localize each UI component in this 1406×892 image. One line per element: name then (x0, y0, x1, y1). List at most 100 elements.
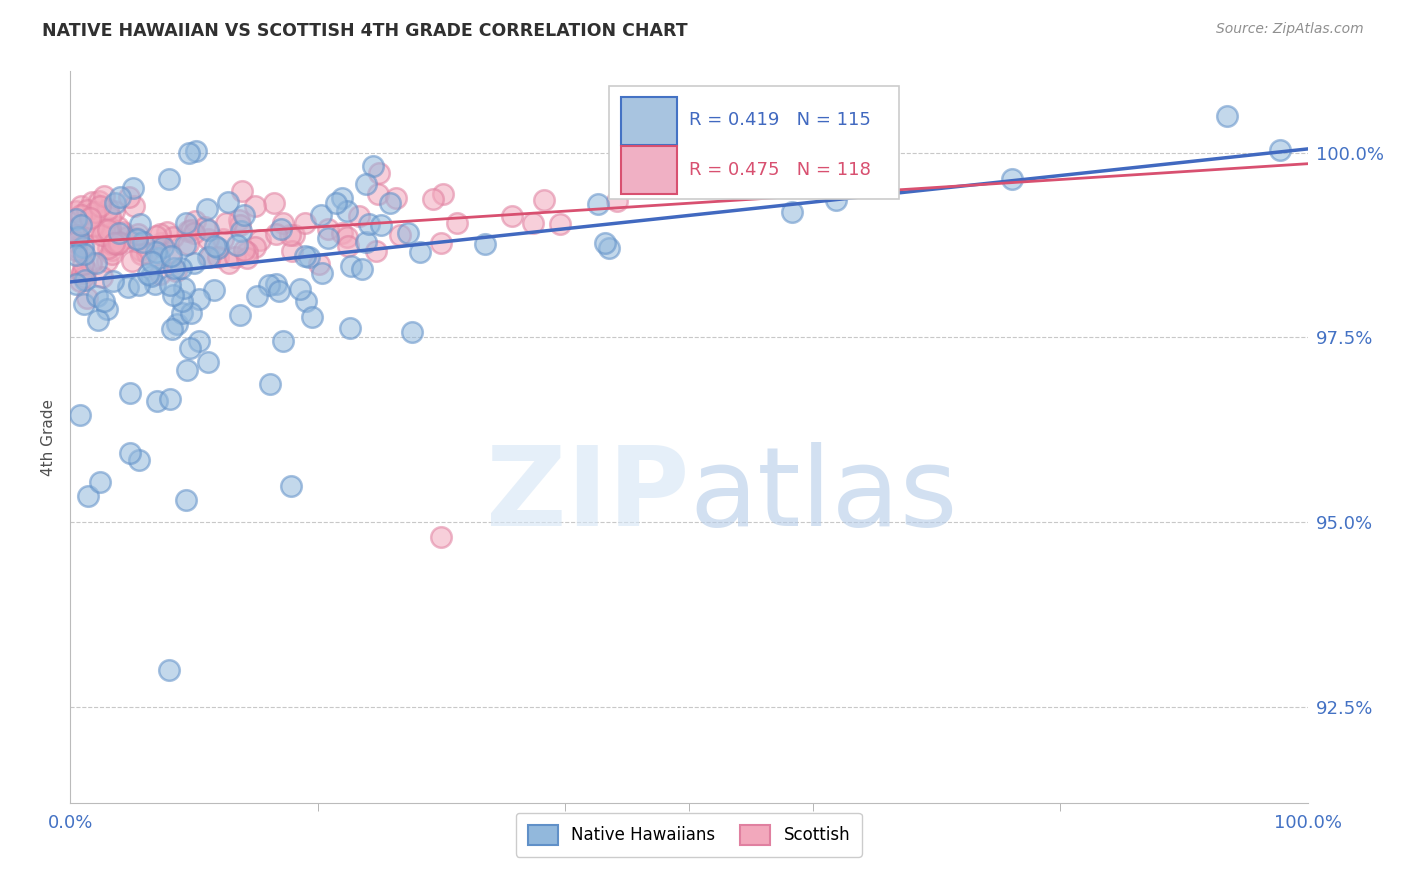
Point (177, 146, 200, 161)
Point (233, 208, 256, 222)
Point (80, 238, 103, 252)
Point (69, 274, 91, 288)
Point (129, 218, 152, 232)
Point (103, 235, 125, 250)
Point (72, 246, 94, 260)
Point (103, 236, 125, 251)
Point (65, 235, 87, 250)
FancyBboxPatch shape (621, 146, 676, 194)
Point (165, 264, 187, 278)
Point (257, 277, 280, 292)
Point (128, 243, 150, 257)
Point (430, 235, 453, 250)
Point (65, 248, 87, 262)
Point (96, 253, 118, 268)
Legend: Native Hawaiians, Scottish: Native Hawaiians, Scottish (516, 813, 862, 856)
Point (198, 250, 221, 264)
Point (159, 277, 181, 292)
Point (207, 251, 229, 265)
Point (259, 376, 281, 391)
Point (311, 266, 333, 280)
Point (98, 210, 121, 224)
Point (100, 226, 122, 240)
Point (180, 306, 202, 320)
Point (336, 229, 359, 244)
Point (183, 226, 205, 240)
Point (160, 322, 183, 336)
Point (83, 222, 105, 236)
Point (160, 249, 183, 263)
Point (367, 165, 389, 179)
Point (211, 232, 233, 246)
Point (780, 204, 803, 219)
Point (243, 199, 266, 213)
Point (122, 199, 145, 213)
Point (474, 236, 496, 251)
Point (245, 240, 267, 254)
Point (301, 310, 323, 324)
Point (396, 226, 419, 240)
Point (72, 239, 94, 253)
Point (89, 199, 111, 213)
Point (172, 294, 194, 309)
Point (127, 227, 149, 242)
Point (101, 244, 124, 258)
Point (70, 266, 93, 280)
Point (197, 223, 219, 237)
Point (76, 202, 98, 217)
Point (128, 453, 150, 467)
Point (70, 219, 93, 233)
Point (69, 208, 91, 222)
Point (228, 218, 250, 232)
Point (83, 208, 105, 222)
Point (533, 193, 555, 207)
Point (96, 301, 118, 316)
Point (108, 226, 131, 240)
Point (187, 292, 209, 306)
Point (217, 195, 239, 210)
Point (197, 355, 219, 369)
Text: ZIP: ZIP (485, 442, 689, 549)
Point (70, 266, 93, 280)
Point (97, 202, 120, 216)
Point (65, 211, 87, 226)
Point (111, 225, 134, 239)
Point (501, 210, 523, 224)
Text: Source: ZipAtlas.com: Source: ZipAtlas.com (1216, 22, 1364, 37)
Point (278, 228, 301, 243)
Point (446, 216, 468, 230)
Point (350, 261, 373, 276)
Point (236, 245, 259, 260)
Point (129, 247, 152, 261)
Point (173, 281, 195, 295)
Point (824, 193, 846, 207)
Point (90, 269, 112, 284)
Point (588, 197, 610, 211)
Point (150, 235, 173, 250)
Point (82, 195, 104, 210)
Point (149, 267, 172, 281)
Point (69, 199, 91, 213)
Point (145, 244, 167, 259)
Point (246, 288, 269, 302)
Point (359, 217, 381, 231)
Point (163, 260, 186, 275)
Point (548, 217, 571, 231)
Point (226, 238, 249, 252)
Point (308, 257, 330, 271)
Point (67, 221, 90, 235)
Point (103, 203, 125, 218)
Point (378, 196, 401, 211)
Point (72, 257, 94, 271)
Point (263, 196, 285, 211)
Point (73, 297, 96, 311)
Point (125, 231, 148, 245)
Point (336, 204, 359, 219)
Point (1000, 171, 1022, 186)
Point (174, 216, 197, 230)
Point (361, 159, 384, 173)
Point (65, 221, 87, 235)
Point (288, 282, 311, 296)
Point (347, 209, 370, 223)
Point (180, 223, 202, 237)
